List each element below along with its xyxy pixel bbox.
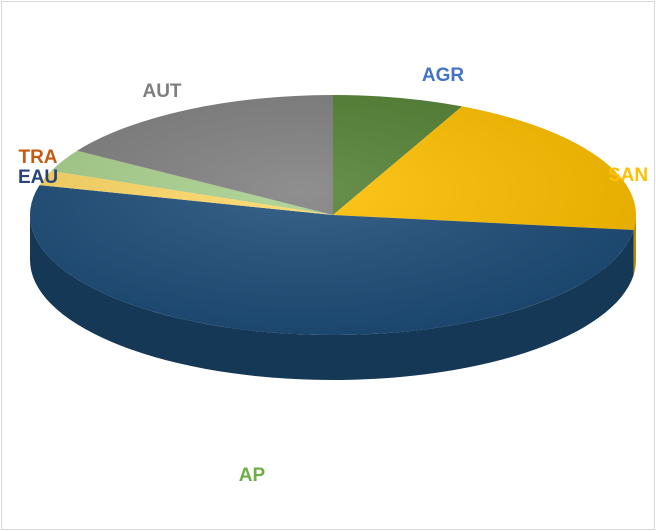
slice-label: AP (239, 465, 266, 486)
slice-label: TRA (18, 147, 57, 168)
slice-label: SAN (608, 165, 648, 186)
slice-label: AGR (422, 65, 465, 86)
slice-label: AUT (142, 81, 181, 102)
slice-side (30, 215, 634, 381)
slice-label: EAU (18, 167, 58, 188)
